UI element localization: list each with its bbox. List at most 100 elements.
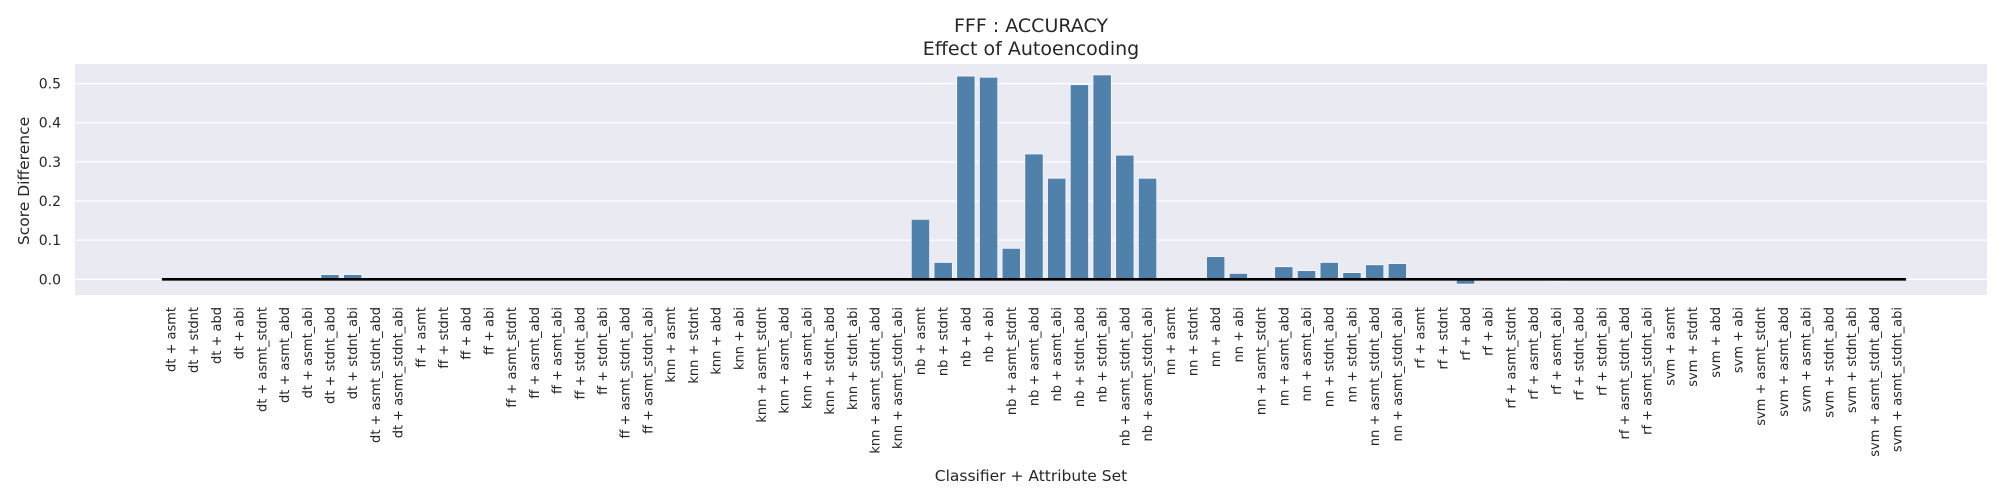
- x-tick-label: nb + abi: [982, 307, 997, 362]
- x-tick-label: dt + asmt_stdnt: [255, 307, 270, 412]
- bar: [1206, 256, 1226, 280]
- bar: [1365, 264, 1385, 280]
- bar: [1319, 262, 1339, 280]
- x-tick-label: nn + stdnt: [1186, 307, 1201, 376]
- x-tick-label: svm + stdnt: [1686, 307, 1701, 387]
- x-tick-label: ff + asmt_abi: [551, 307, 566, 394]
- y-tick-label: 0.0: [39, 272, 61, 288]
- x-tick-label: rf + stdnt_abd: [1573, 307, 1588, 401]
- x-tick-label: ff + abi: [482, 307, 497, 355]
- x-tick-label: knn + asmt_stdnt_abd: [869, 307, 884, 454]
- y-axis-label: Score Difference: [15, 117, 33, 245]
- x-tick-label: ff + asmt_stdnt: [505, 307, 520, 408]
- x-tick-label: svm + asmt_stdnt_abi: [1891, 307, 1906, 452]
- x-tick-label: ff + asmt_abd: [528, 307, 543, 399]
- bar: [1092, 74, 1112, 280]
- x-tick-label: nn + asmt_abd: [1277, 307, 1292, 406]
- x-tick-label: rf + stdnt_abi: [1595, 307, 1610, 396]
- x-tick-label: knn + abi: [732, 307, 747, 370]
- x-tick-label: nn + stdnt_abi: [1345, 307, 1360, 402]
- bar: [1387, 263, 1407, 280]
- y-axis-ticks: 0.0 0.1 0.2 0.3 0.4 0.5: [39, 77, 61, 289]
- x-tick-label: rf + asmt: [1414, 307, 1429, 369]
- x-tick-label: knn + stdnt_abd: [823, 307, 838, 415]
- x-tick-label: ff + stdnt_abd: [573, 307, 588, 400]
- bar: [1274, 266, 1294, 280]
- y-tick-label: 0.1: [39, 233, 61, 249]
- x-tick-label: nb + asmt_abi: [1050, 307, 1065, 401]
- x-tick-label: knn + asmt_abd: [778, 307, 793, 414]
- x-axis-ticks: dt + asmt dt + stdnt dt + abd dt + abi dt + …: [165, 307, 1906, 457]
- x-tick-label: rf + abi: [1482, 307, 1497, 356]
- y-tick-label: 0.4: [39, 116, 61, 132]
- x-tick-label: ff + asmt_stdnt_abi: [641, 307, 656, 434]
- chart-title: FFF : ACCURACY: [954, 15, 1108, 37]
- x-tick-label: dt + stdnt_abi: [346, 307, 361, 399]
- x-tick-label: dt + stdnt_abd: [323, 307, 338, 404]
- x-tick-label: nn + asmt_stdnt_abd: [1368, 307, 1383, 446]
- x-tick-label: rf + stdnt: [1436, 307, 1451, 370]
- x-tick-label: svm + abi: [1732, 307, 1747, 373]
- x-tick-label: svm + asmt: [1663, 307, 1678, 386]
- x-tick-label: dt + abd: [210, 307, 225, 364]
- y-tick-label: 0.5: [39, 77, 61, 93]
- x-tick-label: nn + asmt_stdnt_abi: [1391, 307, 1406, 441]
- x-tick-label: nb + asmt_stdnt_abd: [1118, 307, 1133, 446]
- x-tick-label: knn + asmt: [664, 307, 679, 383]
- bar: [1115, 154, 1135, 280]
- x-tick-label: ff + asmt_stdnt_abd: [619, 307, 634, 439]
- x-tick-label: nn + abd: [1209, 307, 1224, 367]
- bar: [1024, 153, 1044, 280]
- x-tick-label: ff + asmt: [414, 307, 429, 368]
- bar: [1070, 84, 1089, 280]
- x-tick-label: ff + stdnt: [437, 307, 452, 369]
- x-tick-label: svm + abd: [1709, 307, 1724, 378]
- x-tick-label: rf + asmt_stdnt: [1504, 307, 1519, 409]
- x-tick-label: dt + asmt: [165, 307, 180, 372]
- x-tick-label: ff + abd: [460, 307, 475, 360]
- x-tick-label: svm + asmt_stdnt_abd: [1868, 307, 1883, 457]
- x-tick-label: knn + stdnt_abi: [846, 307, 861, 410]
- x-tick-label: nn + asmt_abi: [1300, 307, 1315, 401]
- x-tick-label: svm + stdnt_abd: [1822, 307, 1837, 418]
- x-tick-label: dt + asmt_abi: [301, 307, 316, 398]
- x-tick-label: dt + asmt_stdnt_abd: [369, 307, 384, 443]
- x-tick-label: knn + abd: [710, 307, 725, 375]
- x-tick-label: dt + stdnt: [187, 307, 202, 373]
- bars: [320, 74, 1566, 285]
- x-tick-label: nn + asmt_stdnt: [1255, 307, 1270, 415]
- x-tick-label: dt + asmt_stdnt_abi: [392, 307, 407, 438]
- x-tick-label: svm + asmt_stdnt: [1754, 307, 1769, 426]
- bar: [911, 219, 930, 280]
- chart-subtitle: Effect of Autoencoding: [923, 38, 1139, 60]
- x-tick-label: nn + stdnt_abd: [1323, 307, 1338, 407]
- x-tick-label: rf + asmt_stdnt_abd: [1618, 307, 1633, 440]
- x-tick-label: rf + asmt_abd: [1527, 307, 1542, 400]
- x-tick-label: nb + asmt_stdnt_abi: [1141, 307, 1156, 441]
- x-tick-label: rf + abd: [1459, 307, 1474, 361]
- x-tick-label: dt + abi: [233, 307, 248, 359]
- x-tick-label: rf + asmt_stdnt_abi: [1641, 307, 1656, 435]
- bar: [1047, 178, 1067, 280]
- bar: [933, 262, 953, 280]
- x-tick-label: nb + asmt_stdnt: [1005, 307, 1020, 415]
- x-tick-label: svm + asmt_abi: [1800, 307, 1815, 412]
- bar: [1138, 178, 1157, 280]
- x-tick-label: knn + asmt_abi: [800, 307, 815, 409]
- x-tick-label: nb + stdnt_abd: [1073, 307, 1088, 407]
- x-tick-label: ff + stdnt_abi: [596, 307, 611, 395]
- bar: [979, 77, 998, 280]
- x-tick-label: nb + asmt_abd: [1028, 307, 1043, 406]
- y-tick-label: 0.3: [39, 155, 61, 171]
- x-tick-label: rf + asmt_abi: [1550, 307, 1565, 395]
- x-tick-label: nb + abd: [959, 307, 974, 367]
- y-tick-label: 0.2: [39, 194, 61, 210]
- x-tick-label: knn + stdnt: [687, 307, 702, 384]
- bar: [1001, 248, 1021, 280]
- x-tick-label: knn + asmt_stdnt: [755, 307, 770, 423]
- x-tick-label: nb + stdnt_abi: [1096, 307, 1111, 402]
- x-tick-label: svm + asmt_abd: [1777, 307, 1792, 417]
- x-tick-label: nn + abi: [1232, 307, 1247, 362]
- x-tick-label: dt + asmt_abd: [278, 307, 293, 403]
